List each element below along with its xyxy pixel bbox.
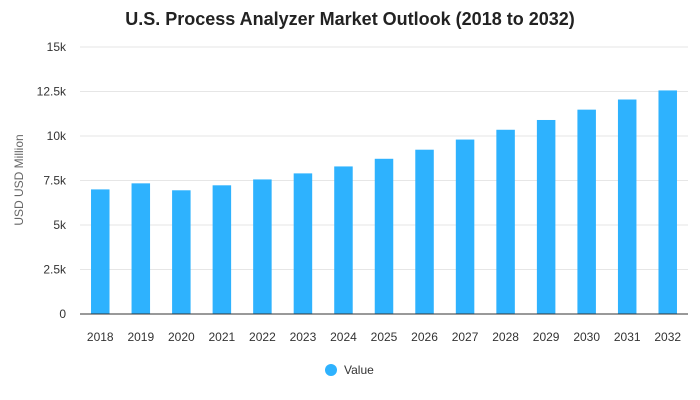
bar-2032[interactable] xyxy=(658,90,677,314)
x-axis-ticks: 2018 2019 2020 2021 2022 2023 2024 2025 2026 2027… xyxy=(87,330,681,344)
legend-swatch-value[interactable] xyxy=(325,364,337,376)
x-tick-label: 2019 xyxy=(127,330,154,344)
x-tick-label: 2026 xyxy=(411,330,438,344)
y-tick-label: 12.5k xyxy=(37,85,67,99)
bar-2031[interactable] xyxy=(617,99,637,314)
y-tick-label: 15k xyxy=(47,40,67,54)
legend[interactable]: Value xyxy=(325,363,374,377)
bar-2021[interactable] xyxy=(212,185,232,314)
legend-label-value[interactable]: Value xyxy=(344,363,374,377)
y-axis-label: USD USD Million xyxy=(12,134,26,225)
x-tick-label: 2032 xyxy=(654,330,681,344)
bar-2025[interactable] xyxy=(374,158,394,314)
x-tick-label: 2025 xyxy=(371,330,398,344)
y-tick-label: 2.5k xyxy=(43,263,67,277)
y-tick-label: 0 xyxy=(59,307,66,321)
y-tick-label: 7.5k xyxy=(43,174,67,188)
y-axis-ticks: 0 2.5k 5k 7.5k 10k 12.5k 15k xyxy=(37,40,67,321)
x-tick-label: 2021 xyxy=(209,330,236,344)
bar-2030[interactable] xyxy=(577,109,596,314)
x-tick-label: 2031 xyxy=(614,330,641,344)
x-tick-label: 2022 xyxy=(249,330,276,344)
y-tick-label: 5k xyxy=(53,218,67,232)
x-tick-label: 2029 xyxy=(533,330,560,344)
bar-2028[interactable] xyxy=(496,129,515,314)
x-tick-label: 2028 xyxy=(492,330,519,344)
bar-2018[interactable] xyxy=(91,189,110,314)
chart-title: U.S. Process Analyzer Market Outlook (20… xyxy=(125,9,575,29)
x-tick-label: 2024 xyxy=(330,330,357,344)
bars xyxy=(91,90,677,314)
x-tick-label: 2023 xyxy=(290,330,317,344)
bar-2023[interactable] xyxy=(293,173,313,314)
bar-2020[interactable] xyxy=(172,190,191,314)
bar-2027[interactable] xyxy=(455,139,475,314)
x-tick-label: 2018 xyxy=(87,330,114,344)
bar-2026[interactable] xyxy=(415,149,434,314)
x-tick-label: 2030 xyxy=(573,330,600,344)
bar-2022[interactable] xyxy=(253,179,272,314)
bar-2029[interactable] xyxy=(536,119,556,314)
x-tick-label: 2027 xyxy=(452,330,479,344)
x-tick-label: 2020 xyxy=(168,330,195,344)
bar-2024[interactable] xyxy=(334,166,353,314)
bar-2019[interactable] xyxy=(131,183,151,314)
y-tick-label: 10k xyxy=(47,129,67,143)
